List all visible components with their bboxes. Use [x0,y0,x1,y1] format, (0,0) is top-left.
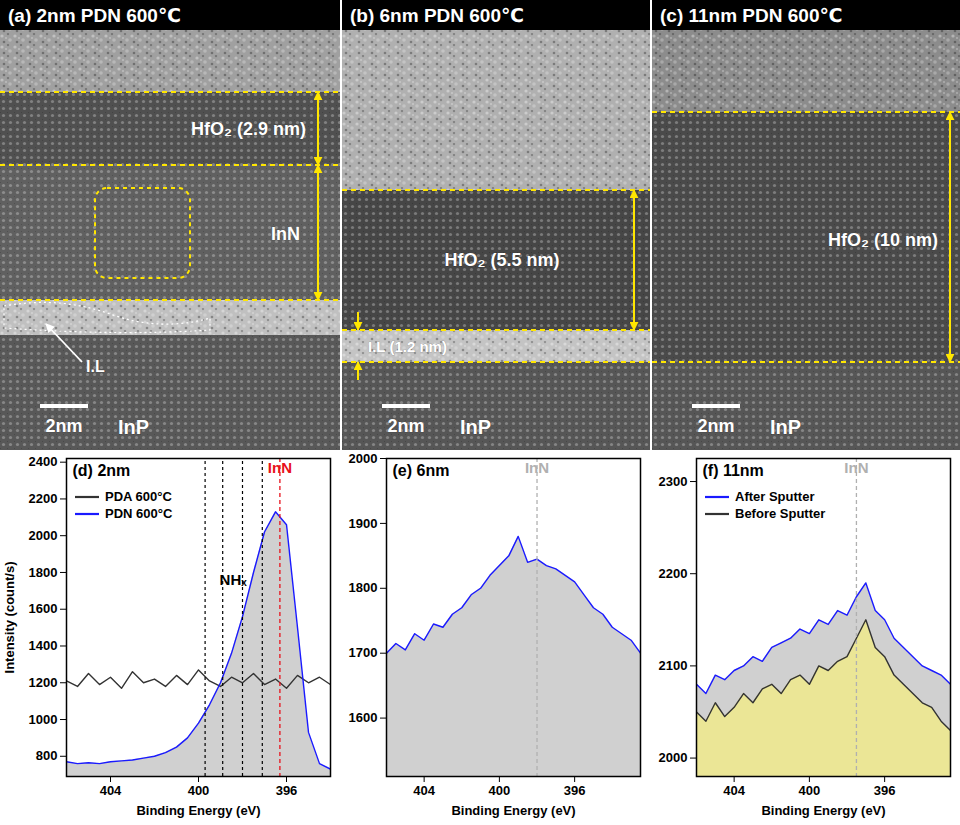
svg-text:1400: 1400 [29,638,58,653]
svg-text:2100: 2100 [659,658,688,673]
svg-text:(a) 2nm PDN 600℃: (a) 2nm PDN 600℃ [8,5,181,26]
svg-text:2nm: 2nm [697,416,734,436]
svg-text:2200: 2200 [659,566,688,581]
svg-text:1600: 1600 [29,601,58,616]
svg-text:1900: 1900 [349,516,378,531]
svg-text:400: 400 [489,783,511,798]
svg-text:2300: 2300 [659,474,688,489]
svg-text:1800: 1800 [349,580,378,595]
svg-text:2000: 2000 [659,750,688,765]
svg-text:InN: InN [525,459,549,476]
svg-text:2nm: 2nm [387,416,424,436]
svg-text:HfO₂ (5.5 nm): HfO₂ (5.5 nm) [444,250,559,270]
svg-text:NHₓ: NHₓ [220,571,248,588]
svg-text:1600: 1600 [349,710,378,725]
svg-text:2200: 2200 [29,491,58,506]
svg-text:1000: 1000 [29,712,58,727]
svg-text:I.L (1.2 nm): I.L (1.2 nm) [368,338,447,355]
svg-text:HfO₂ (10 nm): HfO₂ (10 nm) [828,230,938,250]
svg-text:396: 396 [276,783,298,798]
svg-text:(e) 6nm: (e) 6nm [393,462,450,479]
svg-text:(b) 6nm PDN 600℃: (b) 6nm PDN 600℃ [350,5,524,26]
svg-text:Intensity (count/s): Intensity (count/s) [2,562,17,674]
svg-text:396: 396 [874,783,896,798]
svg-text:2000: 2000 [29,528,58,543]
svg-text:800: 800 [36,748,58,763]
svg-text:Binding Energy (eV): Binding Energy (eV) [761,803,885,818]
svg-text:InP: InP [770,416,801,438]
svg-text:I.L: I.L [86,358,105,375]
html-text:Before Sputter: Before Sputter [735,506,826,521]
svg-text:1700: 1700 [349,645,378,660]
svg-text:2nm: 2nm [45,416,82,436]
svg-text:(f) 11nm: (f) 11nm [703,462,764,479]
svg-text:Binding Energy (eV): Binding Energy (eV) [136,803,260,818]
svg-text:404: 404 [100,783,122,798]
svg-text:400: 400 [188,783,210,798]
html-text:PDA 600°C: PDA 600°C [105,489,172,504]
svg-text:1800: 1800 [29,565,58,580]
svg-text:2400: 2400 [29,454,58,469]
svg-text:404: 404 [413,783,435,798]
svg-text:InP: InP [460,416,491,438]
svg-text:InN: InN [268,459,292,476]
svg-text:2000: 2000 [349,451,378,466]
svg-text:404: 404 [723,783,745,798]
html-text:After Sputter: After Sputter [735,489,815,504]
html-text:PDN 600°C: PDN 600°C [105,506,173,521]
svg-text:InN: InN [271,224,300,244]
svg-text:(d) 2nm: (d) 2nm [73,462,131,479]
svg-text:HfO₂ (2.9 nm): HfO₂ (2.9 nm) [191,119,306,139]
svg-text:400: 400 [799,783,821,798]
svg-text:1200: 1200 [29,675,58,690]
svg-text:Binding Energy (eV): Binding Energy (eV) [451,803,575,818]
svg-text:396: 396 [564,783,586,798]
svg-text:InN: InN [844,459,868,476]
svg-text:(c) 11nm PDN 600℃: (c) 11nm PDN 600℃ [660,5,842,26]
svg-text:InP: InP [118,416,149,438]
